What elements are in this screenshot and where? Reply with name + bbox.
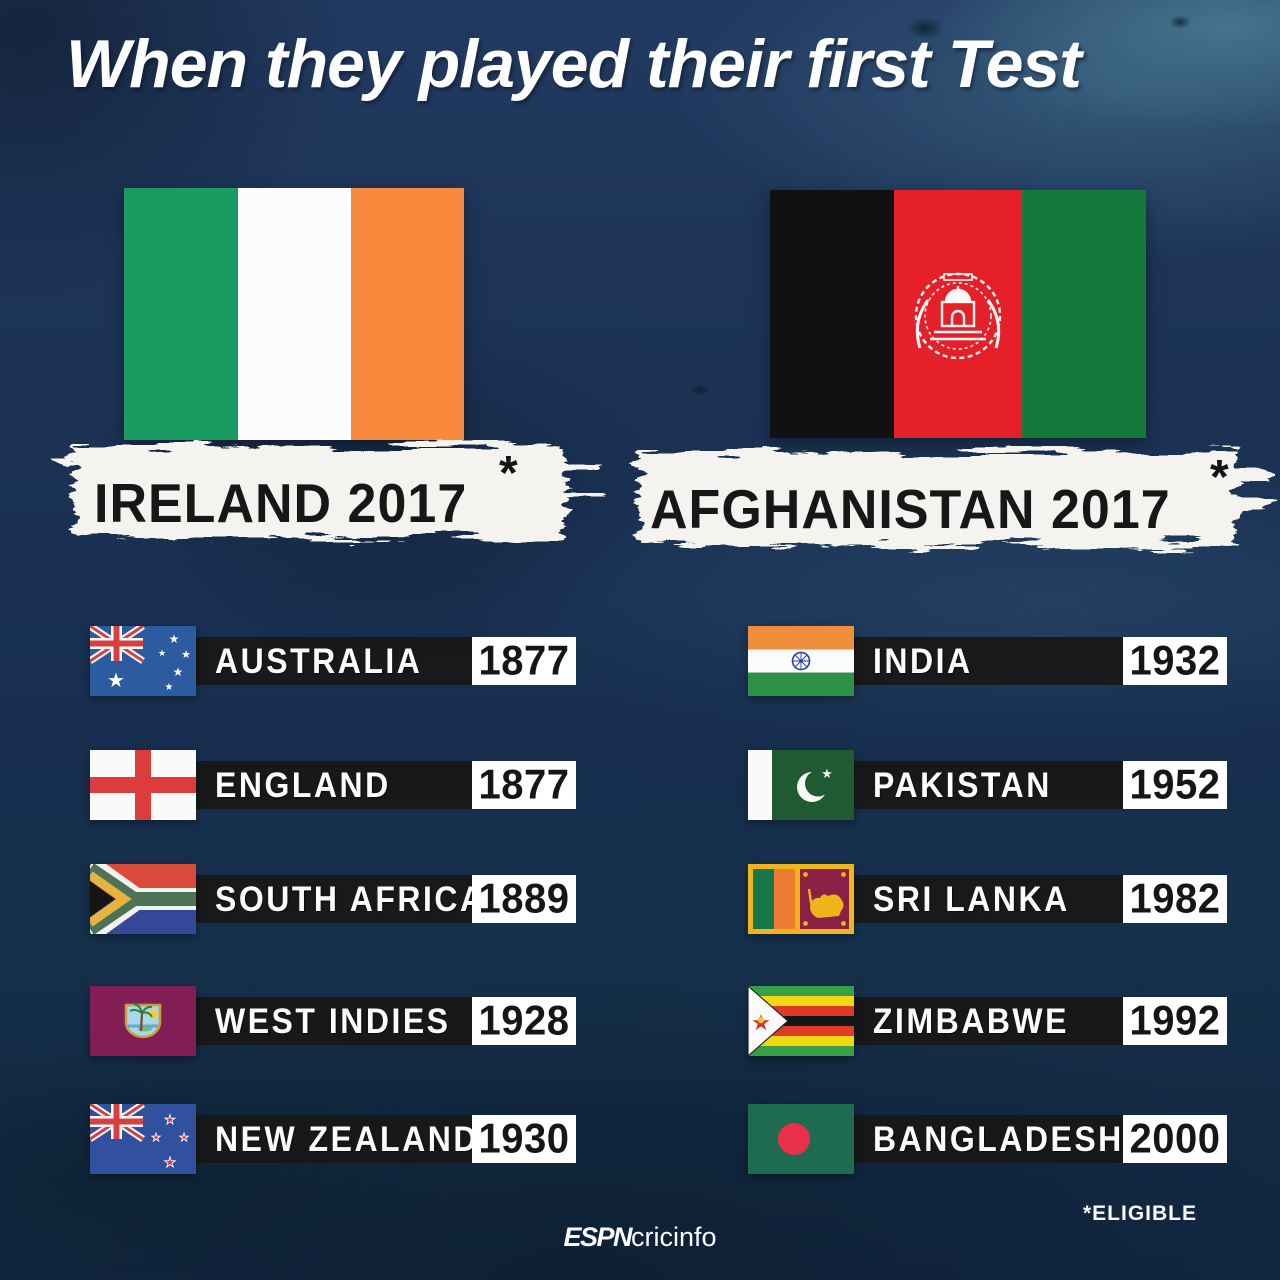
row-bar: NEW ZEALAND 1930 bbox=[194, 1115, 576, 1163]
svg-text:★: ★ bbox=[164, 1113, 176, 1128]
row-bar: SOUTH AFRICA 1889 bbox=[194, 875, 576, 923]
sri-lanka-flag bbox=[748, 864, 854, 934]
svg-text:★: ★ bbox=[165, 682, 174, 693]
year-badge: 2000 bbox=[1123, 1115, 1227, 1163]
row-bar: INDIA 1932 bbox=[852, 637, 1227, 685]
svg-text:★: ★ bbox=[158, 649, 166, 659]
afghanistan-brush-stroke bbox=[624, 424, 1269, 574]
afghanistan-emblem bbox=[914, 272, 1002, 360]
svg-text:★: ★ bbox=[821, 767, 833, 782]
year-badge: 1928 bbox=[472, 997, 576, 1045]
south-africa-flag bbox=[90, 864, 196, 934]
country-label: BANGLADESH bbox=[873, 1118, 1124, 1159]
table-row-zimbabwe: ★ ZIMBABWE 1992 bbox=[748, 986, 1227, 1056]
year-badge: 1877 bbox=[472, 761, 576, 809]
afghanistan-flag bbox=[770, 190, 1146, 438]
table-row-england: ENGLAND 1877 bbox=[90, 750, 576, 820]
bangladesh-flag bbox=[748, 1104, 854, 1174]
country-label: WEST INDIES bbox=[215, 1000, 451, 1041]
new-zealand-flag: ★ ★ ★ ★ bbox=[90, 1104, 196, 1174]
svg-text:★: ★ bbox=[179, 1131, 189, 1144]
table-row-sri-lanka: SRI LANKA 1982 bbox=[748, 864, 1227, 934]
country-label: AUSTRALIA bbox=[215, 640, 423, 681]
ireland-label: IRELAND 2017 bbox=[94, 473, 468, 535]
ireland-asterisk: * bbox=[499, 447, 518, 500]
table-row-bangladesh: BANGLADESH 2000 bbox=[748, 1104, 1227, 1174]
svg-text:★: ★ bbox=[181, 648, 191, 661]
table-row-west-indies: WEST INDIES 1928 bbox=[90, 986, 576, 1056]
row-bar: AUSTRALIA 1877 bbox=[194, 637, 576, 685]
west-indies-flag bbox=[90, 986, 196, 1056]
svg-text:★: ★ bbox=[107, 668, 125, 692]
espn-wordmark: ESPN bbox=[563, 1222, 632, 1252]
cricinfo-wordmark: cricinfo bbox=[631, 1222, 717, 1252]
zimbabwe-flag: ★ bbox=[748, 986, 854, 1056]
row-bar: BANGLADESH 2000 bbox=[852, 1115, 1227, 1163]
india-flag bbox=[748, 626, 854, 696]
country-label: ZIMBABWE bbox=[873, 1000, 1069, 1041]
right-column: INDIA 1932 ★ PAKISTAN 1952 bbox=[748, 626, 1227, 1186]
svg-text:★: ★ bbox=[151, 1131, 161, 1144]
eligible-footnote: *ELIGIBLE bbox=[1082, 1202, 1197, 1225]
left-column: ★ ★ ★ ★ ★ ★ AUSTRALIA 1877 bbox=[90, 626, 576, 1186]
row-bar: WEST INDIES 1928 bbox=[194, 997, 576, 1045]
espncricinfo-logo: ESPNcricinfo bbox=[0, 1222, 1280, 1253]
row-bar: SRI LANKA 1982 bbox=[852, 875, 1227, 923]
australia-flag: ★ ★ ★ ★ ★ ★ bbox=[90, 626, 196, 696]
row-bar: ZIMBABWE 1992 bbox=[852, 997, 1227, 1045]
year-badge: 1952 bbox=[1123, 761, 1227, 809]
table-row-pakistan: ★ PAKISTAN 1952 bbox=[748, 750, 1227, 820]
table-row-new-zealand: ★ ★ ★ ★ NEW ZEALAND 1930 bbox=[90, 1104, 576, 1174]
year-badge: 1992 bbox=[1123, 997, 1227, 1045]
year-badge: 1932 bbox=[1123, 637, 1227, 685]
ireland-brush-stroke bbox=[55, 418, 600, 568]
pakistan-flag: ★ bbox=[748, 750, 854, 820]
page-title: When they played their first Test bbox=[66, 26, 1082, 102]
country-label: INDIA bbox=[873, 640, 973, 681]
afghanistan-asterisk: * bbox=[1210, 451, 1229, 504]
country-label: SOUTH AFRICA bbox=[215, 878, 486, 919]
year-badge: 1877 bbox=[472, 637, 576, 685]
england-flag bbox=[90, 750, 196, 820]
country-label: PAKISTAN bbox=[873, 764, 1052, 805]
row-bar: PAKISTAN 1952 bbox=[852, 761, 1227, 809]
year-badge: 1982 bbox=[1123, 875, 1227, 923]
table-row-south-africa: SOUTH AFRICA 1889 bbox=[90, 864, 576, 934]
svg-text:★: ★ bbox=[173, 665, 184, 679]
ireland-flag bbox=[124, 188, 464, 440]
svg-text:★: ★ bbox=[169, 632, 180, 646]
year-badge: 1889 bbox=[472, 875, 576, 923]
year-badge: 1930 bbox=[472, 1115, 576, 1163]
row-bar: ENGLAND 1877 bbox=[194, 761, 576, 809]
table-row-australia: ★ ★ ★ ★ ★ ★ AUSTRALIA 1877 bbox=[90, 626, 576, 696]
table-row-india: INDIA 1932 bbox=[748, 626, 1227, 696]
country-label: SRI LANKA bbox=[873, 878, 1070, 919]
svg-text:★: ★ bbox=[164, 1155, 177, 1171]
svg-text:★: ★ bbox=[751, 1011, 771, 1036]
country-label: ENGLAND bbox=[215, 764, 391, 805]
country-label: NEW ZEALAND bbox=[215, 1118, 479, 1159]
afghanistan-label: AFGHANISTAN 2017 bbox=[650, 479, 1171, 541]
